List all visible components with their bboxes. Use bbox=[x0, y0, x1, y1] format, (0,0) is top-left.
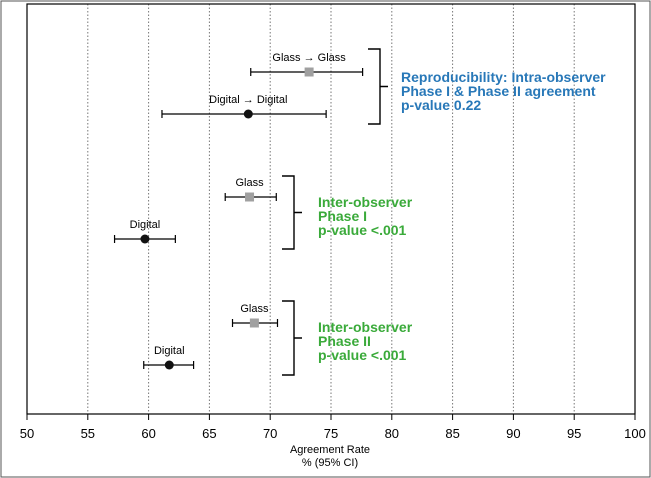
point-label: Glass bbox=[240, 303, 269, 315]
x-tick-label: 55 bbox=[81, 426, 95, 441]
digital-circle-marker bbox=[165, 361, 174, 370]
x-axis-label: Agreement Rate bbox=[290, 444, 370, 456]
glass-square-marker bbox=[305, 68, 314, 77]
digital-circle-marker bbox=[140, 235, 149, 244]
x-tick-label: 70 bbox=[263, 426, 277, 441]
point-label: Glass → Glass bbox=[272, 52, 346, 64]
point-label: Digital bbox=[154, 345, 185, 357]
annotation-text: p-value <.001 bbox=[318, 222, 407, 238]
x-tick-label: 95 bbox=[567, 426, 581, 441]
x-tick-label: 75 bbox=[324, 426, 338, 441]
point-label: Digital bbox=[130, 219, 161, 231]
x-tick-label: 65 bbox=[202, 426, 216, 441]
x-tick-label: 90 bbox=[506, 426, 520, 441]
x-tick-label: 60 bbox=[141, 426, 155, 441]
digital-circle-marker bbox=[244, 110, 253, 119]
x-axis-unit-label: % (95% CI) bbox=[302, 457, 358, 469]
annotation-text: p-value <.001 bbox=[318, 347, 407, 363]
glass-square-marker bbox=[245, 193, 254, 202]
x-tick-label: 80 bbox=[385, 426, 399, 441]
point-label: Digital → Digital bbox=[209, 94, 287, 106]
x-tick-label: 85 bbox=[445, 426, 459, 441]
point-label: Glass bbox=[235, 177, 264, 189]
x-tick-label: 50 bbox=[20, 426, 34, 441]
x-tick-label: 100 bbox=[624, 426, 646, 441]
annotation-text: p-value 0.22 bbox=[401, 97, 481, 113]
glass-square-marker bbox=[250, 319, 259, 328]
